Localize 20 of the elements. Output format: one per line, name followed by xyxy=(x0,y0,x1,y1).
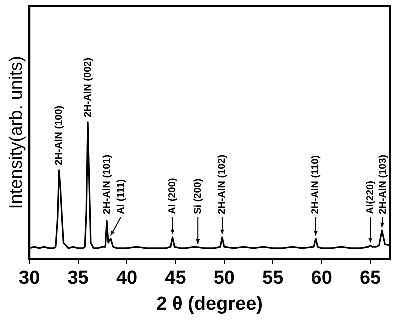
annotation: 2H-AlN (002) xyxy=(82,58,94,118)
annotation: 2H-AlN (100) xyxy=(54,106,66,166)
annotation: Si (200) xyxy=(192,178,204,214)
annotation: Al (200) xyxy=(168,178,179,214)
x-tick-label: 30 xyxy=(19,268,40,290)
x-tick-label: 55 xyxy=(262,268,284,290)
annotation: 2H-AlN (102) xyxy=(217,154,228,214)
annotation: Al (111) xyxy=(116,179,127,214)
x-axis-title: 2 θ (degree) xyxy=(156,294,263,315)
x-tick-label: 40 xyxy=(116,268,138,290)
x-tick-label: 60 xyxy=(311,268,332,290)
x-tick-label: 50 xyxy=(214,268,235,290)
y-axis-title: Intensity(arb. units) xyxy=(6,56,26,210)
annotation: Al(220) xyxy=(365,181,376,214)
annotation: 2H-AlN (101) xyxy=(102,154,113,214)
x-tick-label: 35 xyxy=(68,268,90,290)
annotation: 2H-AlN (103) xyxy=(378,154,389,214)
x-tick-label: 45 xyxy=(165,268,187,290)
x-tick-label: 65 xyxy=(360,268,382,290)
annotation: 2H-AlN (110) xyxy=(310,155,322,214)
